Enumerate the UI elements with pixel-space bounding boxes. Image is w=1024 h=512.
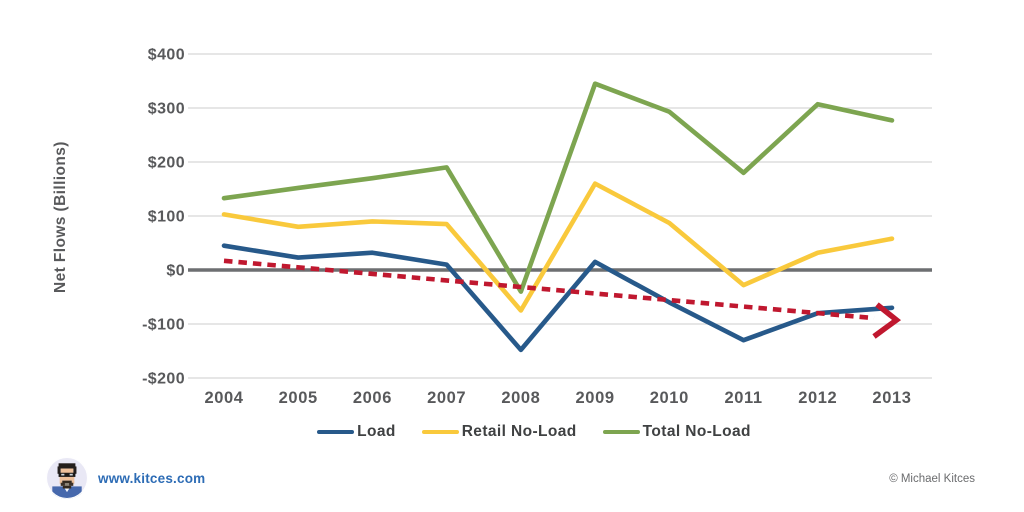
footer-branding: www.kitces.com: [46, 457, 205, 499]
series-line-retail-no-load: [221, 181, 895, 313]
y-tick-label: $0: [166, 263, 185, 280]
x-tick-label: 2004: [204, 389, 243, 407]
series-line-total-no-load: [221, 81, 895, 294]
y-tick-label: $300: [148, 101, 185, 118]
chart-legend: Load Retail No-Load Total No-Load: [0, 423, 1024, 441]
x-tick-label: 2007: [427, 389, 466, 407]
retail-no-load-line-swatch-icon: [421, 429, 459, 435]
total-no-load-line-swatch-icon: [602, 429, 640, 435]
legend-item-load: Load: [317, 423, 396, 441]
x-tick-label: 2012: [798, 389, 837, 407]
legend-label: Total No-Load: [642, 423, 751, 440]
copyright-text: © Michael Kitces: [889, 473, 975, 485]
legend-label: Load: [357, 423, 396, 440]
y-tick-label: -$200: [142, 371, 185, 388]
y-tick-label: $400: [148, 47, 185, 64]
load-line-swatch-icon: [317, 429, 355, 435]
x-tick-label: 2010: [650, 389, 689, 407]
y-tick-label: -$100: [142, 317, 185, 334]
x-tick-label: 2005: [279, 389, 318, 407]
x-tick-label: 2011: [724, 389, 762, 407]
legend-item-retail-no-load: Retail No-Load: [421, 423, 577, 441]
x-tick-label: 2006: [353, 389, 392, 407]
x-tick-label: 2009: [576, 389, 615, 407]
kitces-site-link[interactable]: www.kitces.com: [98, 470, 206, 486]
x-tick-label: 2013: [872, 389, 911, 407]
y-tick-label: $100: [148, 209, 185, 226]
kitces-avatar-icon: [46, 457, 88, 499]
y-axis-title-text: Net Flows (Billions): [52, 141, 69, 293]
series-line-load: [221, 243, 895, 353]
x-tick-label: 2008: [501, 389, 540, 407]
legend-label: Retail No-Load: [461, 423, 577, 440]
trend-arrowhead-icon: [872, 302, 902, 339]
trend-dashed-line: [223, 258, 875, 321]
y-tick-label: $200: [148, 155, 185, 172]
legend-item-total-no-load: Total No-Load: [602, 423, 751, 441]
